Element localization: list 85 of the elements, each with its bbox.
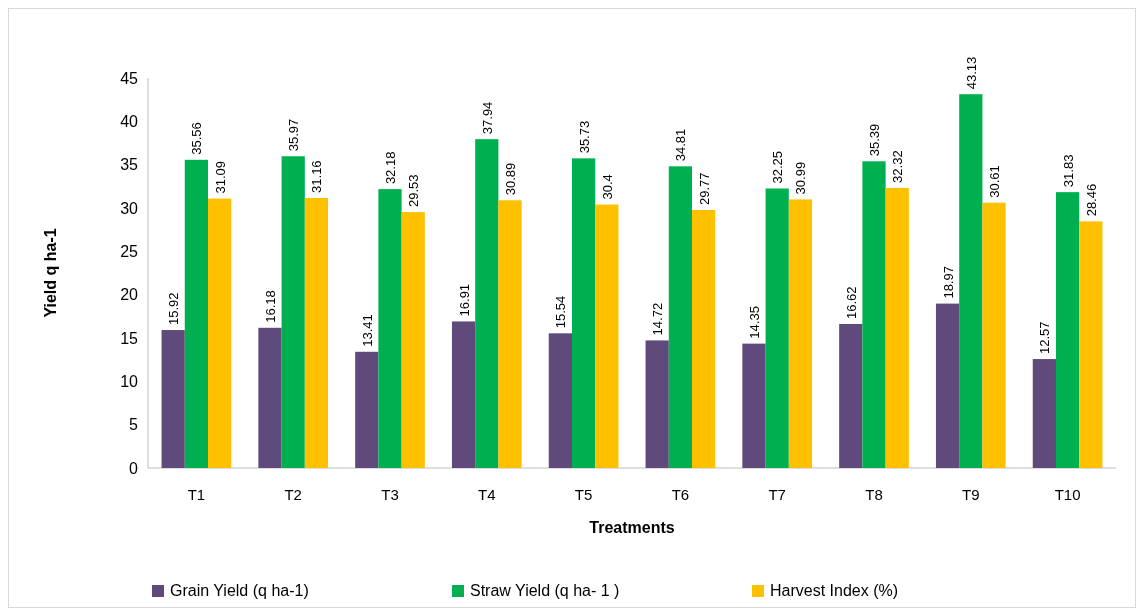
data-label: 13.41 xyxy=(359,314,375,347)
bar xyxy=(982,202,1006,468)
x-tick-label: T10 xyxy=(1054,486,1081,503)
data-label: 16.91 xyxy=(456,283,472,317)
bar xyxy=(1079,221,1103,468)
bar xyxy=(378,189,402,468)
data-label: 35.97 xyxy=(286,118,302,152)
bar xyxy=(885,187,909,468)
data-label: 16.18 xyxy=(262,290,278,323)
data-label: 35.56 xyxy=(189,122,205,155)
x-tick-label: T1 xyxy=(187,486,206,503)
bar xyxy=(184,159,209,468)
bar xyxy=(935,303,960,468)
bar xyxy=(1055,192,1080,468)
data-label: 32.32 xyxy=(890,150,906,183)
data-label: 31.09 xyxy=(212,161,228,194)
bar xyxy=(959,94,983,468)
bar xyxy=(839,323,863,468)
data-label: 37.94 xyxy=(479,101,495,135)
x-axis-title: Treatments xyxy=(589,519,675,536)
data-label: 14.35 xyxy=(746,306,762,339)
data-label: 30.99 xyxy=(793,161,809,195)
data-label: 35.39 xyxy=(867,123,882,157)
x-tick-label: T7 xyxy=(768,486,786,503)
y-tick-label: 45 xyxy=(120,69,139,87)
x-tick-label: T3 xyxy=(381,486,399,503)
bar xyxy=(281,156,305,468)
y-tick-label: 35 xyxy=(120,156,139,174)
data-label: 28.46 xyxy=(1083,183,1099,217)
data-label: 12.57 xyxy=(1037,321,1053,355)
bar xyxy=(692,209,716,468)
x-tick-label: T8 xyxy=(865,486,883,503)
bar xyxy=(1032,359,1056,468)
x-tick-label: T2 xyxy=(284,486,302,503)
data-label: 30.4 xyxy=(599,174,615,200)
data-label: 18.97 xyxy=(940,266,956,299)
legend-label: Harvest Index (%) xyxy=(770,582,899,599)
y-tick-label: 10 xyxy=(120,372,139,390)
bar xyxy=(548,333,572,468)
y-tick-label: 0 xyxy=(129,459,139,477)
bar xyxy=(304,197,329,468)
data-label: 34.81 xyxy=(673,128,689,162)
bar xyxy=(451,321,476,468)
data-label: 31.16 xyxy=(309,160,325,193)
bar xyxy=(475,139,499,468)
y-tick-label: 25 xyxy=(120,242,139,260)
bar xyxy=(645,340,669,468)
y-tick-label: 20 xyxy=(120,286,139,304)
data-label: 14.72 xyxy=(650,302,666,336)
bar xyxy=(208,198,232,468)
bar xyxy=(355,351,379,468)
data-label: 32.18 xyxy=(383,151,398,185)
data-label: 29.77 xyxy=(696,172,712,205)
data-label: 32.25 xyxy=(770,150,786,184)
data-label: 30.89 xyxy=(503,162,519,196)
bar xyxy=(161,330,185,468)
data-label: 35.73 xyxy=(576,120,592,154)
data-label: 29.53 xyxy=(406,174,422,208)
y-tick-label: 15 xyxy=(120,329,139,347)
x-tick-label: T4 xyxy=(478,486,496,503)
data-label: 43.13 xyxy=(963,56,979,90)
bar xyxy=(765,188,789,468)
bar xyxy=(862,161,886,468)
x-tick-label: T5 xyxy=(574,486,593,503)
y-axis-title: Yield q ha-1 xyxy=(42,228,59,318)
legend-label: Straw Yield (q ha- 1 ) xyxy=(470,582,620,599)
bar xyxy=(401,212,425,468)
legend-label: Grain Yield (q ha-1) xyxy=(170,582,309,599)
bar xyxy=(258,327,282,468)
x-tick-label: T9 xyxy=(962,486,980,503)
bar xyxy=(571,158,596,468)
x-tick-label: T6 xyxy=(671,486,690,503)
y-tick-label: 30 xyxy=(120,199,139,217)
bar xyxy=(595,204,619,468)
y-tick-label: 5 xyxy=(129,416,139,434)
bar xyxy=(668,166,693,468)
bar xyxy=(788,199,813,468)
data-label: 16.62 xyxy=(843,286,859,319)
y-tick-label: 40 xyxy=(120,112,139,130)
bar xyxy=(742,343,766,468)
data-label: 30.61 xyxy=(987,165,1003,198)
data-label: 31.83 xyxy=(1060,154,1076,188)
bar xyxy=(498,200,522,468)
data-label: 15.92 xyxy=(166,292,182,326)
data-label: 15.54 xyxy=(553,295,569,329)
